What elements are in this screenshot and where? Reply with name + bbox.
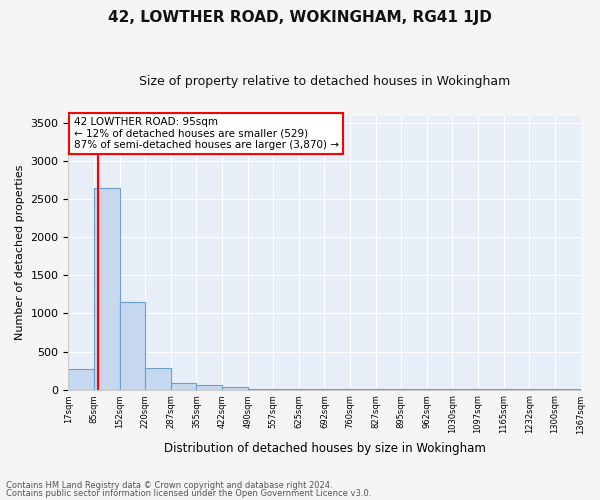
- Bar: [145, 368, 171, 390]
- Bar: [196, 386, 222, 390]
- Text: 42, LOWTHER ROAD, WOKINGHAM, RG41 1JD: 42, LOWTHER ROAD, WOKINGHAM, RG41 1JD: [108, 10, 492, 25]
- Title: Size of property relative to detached houses in Wokingham: Size of property relative to detached ho…: [139, 75, 510, 88]
- Bar: [222, 388, 248, 390]
- Bar: [68, 369, 94, 390]
- X-axis label: Distribution of detached houses by size in Wokingham: Distribution of detached houses by size …: [164, 442, 485, 455]
- Bar: [94, 188, 119, 390]
- Text: 42 LOWTHER ROAD: 95sqm
← 12% of detached houses are smaller (529)
87% of semi-de: 42 LOWTHER ROAD: 95sqm ← 12% of detached…: [74, 117, 338, 150]
- Text: Contains HM Land Registry data © Crown copyright and database right 2024.: Contains HM Land Registry data © Crown c…: [6, 481, 332, 490]
- Bar: [119, 302, 145, 390]
- Bar: [248, 389, 273, 390]
- Y-axis label: Number of detached properties: Number of detached properties: [15, 165, 25, 340]
- Text: Contains public sector information licensed under the Open Government Licence v3: Contains public sector information licen…: [6, 488, 371, 498]
- Bar: [171, 382, 196, 390]
